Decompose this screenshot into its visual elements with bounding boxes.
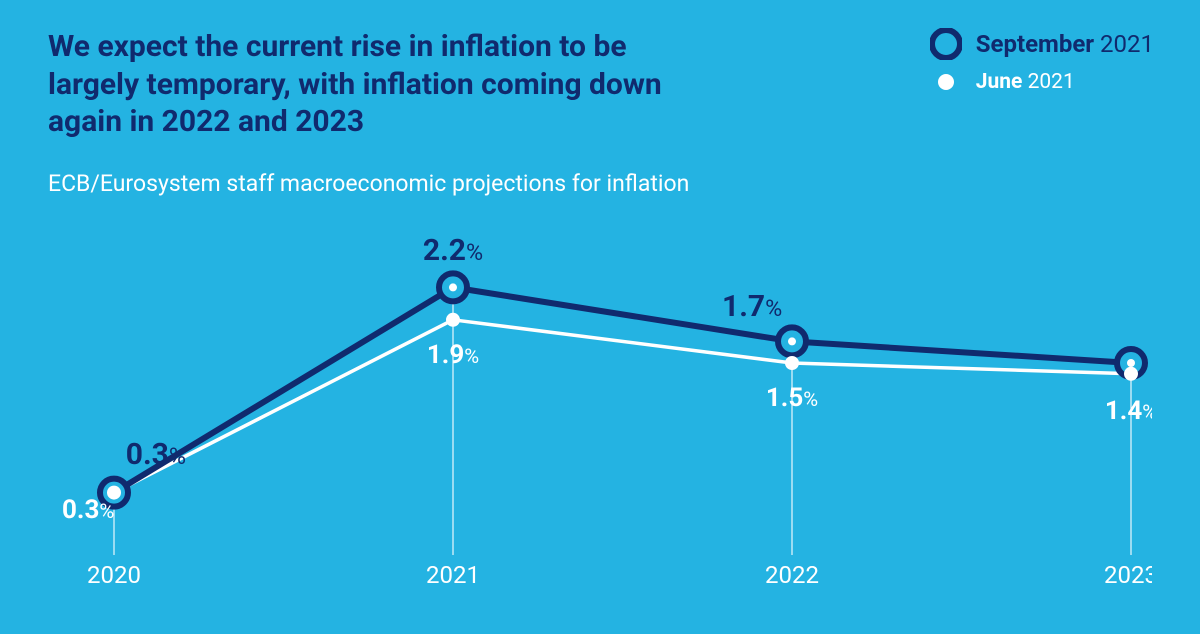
- infographic-root: We expect the current rise in inflation …: [0, 0, 1200, 634]
- legend-label-june: June 2021: [976, 70, 1075, 94]
- chart-title: We expect the current rise in inflation …: [48, 28, 688, 141]
- datalabel-june: 1.9%: [363, 340, 543, 370]
- x-axis-label: 2020: [87, 561, 141, 585]
- x-axis-label: 2021: [426, 561, 480, 585]
- legend-item-september: September 2021: [930, 28, 1154, 60]
- datalabel-september: 2.2%: [363, 233, 543, 268]
- legend-item-june: June 2021: [930, 70, 1154, 94]
- dot-icon: [930, 72, 962, 92]
- datalabel-june: 1.4%: [1041, 396, 1152, 426]
- x-axis-label: 2022: [765, 561, 819, 585]
- datalabel-september: 0.3%: [48, 437, 186, 472]
- datalabel-september: 1.5%: [1059, 311, 1152, 346]
- ring-icon: [930, 28, 962, 60]
- datalabel-june: 1.5%: [702, 383, 882, 413]
- datalabel-june: 0.3%: [62, 495, 242, 525]
- x-axis-label: 2023: [1104, 561, 1152, 585]
- datalabel-september: 1.7%: [722, 289, 902, 324]
- line-chart: 0.3% 2.2% 1.7% 1.5% 0.3% 1.9% 1.5% 1.4% 2020 2021…: [48, 225, 1152, 585]
- legend: September 2021 June 2021: [930, 28, 1154, 94]
- chart-subtitle: ECB/Eurosystem staff macroeconomic proje…: [48, 170, 689, 197]
- legend-label-september: September 2021: [976, 30, 1154, 58]
